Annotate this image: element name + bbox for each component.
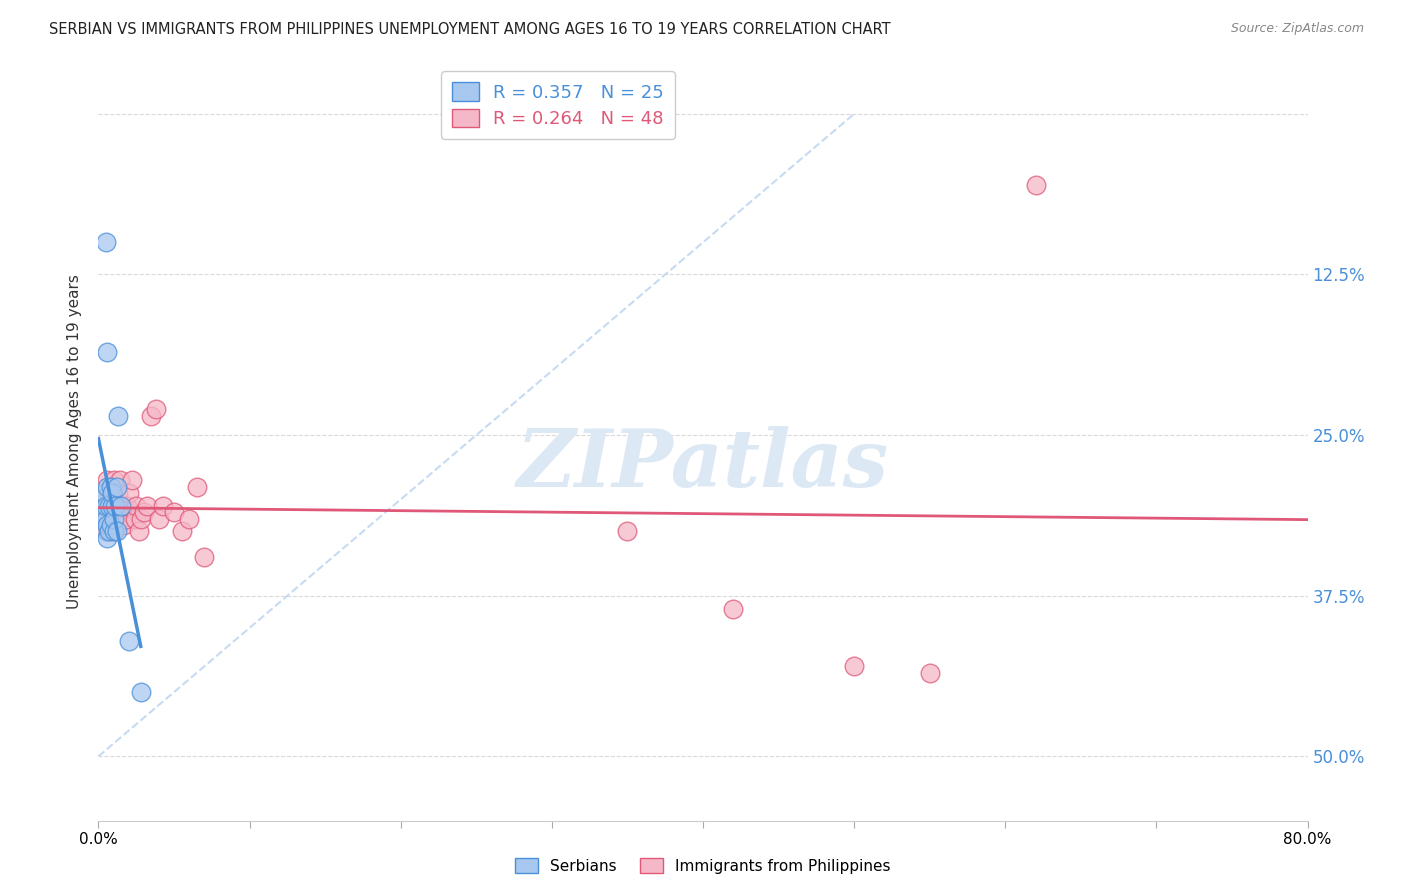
Text: ZIPatlas: ZIPatlas bbox=[517, 425, 889, 503]
Point bbox=[104, 492, 127, 507]
Point bbox=[723, 601, 745, 615]
Point bbox=[186, 479, 208, 493]
Point bbox=[105, 518, 128, 533]
Point bbox=[125, 499, 148, 513]
Point bbox=[98, 499, 121, 513]
Point bbox=[100, 518, 122, 533]
Point bbox=[93, 486, 115, 500]
Point bbox=[112, 518, 135, 533]
Point bbox=[96, 518, 118, 533]
Point bbox=[111, 499, 134, 513]
Point bbox=[103, 524, 125, 539]
Point bbox=[141, 409, 163, 423]
Point bbox=[132, 505, 155, 519]
Point bbox=[104, 511, 127, 525]
Point bbox=[114, 511, 136, 525]
Text: SERBIAN VS IMMIGRANTS FROM PHILIPPINES UNEMPLOYMENT AMONG AGES 16 TO 19 YEARS CO: SERBIAN VS IMMIGRANTS FROM PHILIPPINES U… bbox=[49, 22, 891, 37]
Point bbox=[90, 505, 112, 519]
Point bbox=[105, 479, 128, 493]
Point bbox=[104, 499, 127, 513]
Point bbox=[94, 499, 117, 513]
Point bbox=[844, 659, 866, 673]
Point bbox=[96, 473, 118, 487]
Point bbox=[135, 499, 157, 513]
Point bbox=[105, 499, 128, 513]
Point bbox=[152, 499, 174, 513]
Point bbox=[145, 402, 167, 417]
Point bbox=[96, 344, 118, 359]
Point bbox=[90, 505, 112, 519]
Point bbox=[616, 524, 638, 539]
Point bbox=[101, 499, 124, 513]
Point bbox=[96, 479, 118, 493]
Point bbox=[110, 511, 132, 525]
Point bbox=[91, 499, 114, 513]
Point bbox=[91, 492, 114, 507]
Y-axis label: Unemployment Among Ages 16 to 19 years: Unemployment Among Ages 16 to 19 years bbox=[67, 274, 83, 609]
Point bbox=[94, 486, 117, 500]
Point bbox=[1024, 178, 1046, 192]
Point bbox=[94, 524, 117, 539]
Point bbox=[98, 511, 121, 525]
Point bbox=[115, 499, 138, 513]
Point bbox=[94, 235, 117, 250]
Text: Source: ZipAtlas.com: Source: ZipAtlas.com bbox=[1230, 22, 1364, 36]
Point bbox=[96, 531, 118, 545]
Point bbox=[129, 685, 152, 699]
Point bbox=[193, 550, 215, 565]
Point bbox=[105, 524, 128, 539]
Point bbox=[163, 505, 186, 519]
Point bbox=[101, 486, 124, 500]
Point bbox=[100, 479, 122, 493]
Point bbox=[96, 524, 118, 539]
Point bbox=[121, 473, 143, 487]
Point bbox=[94, 518, 117, 533]
Point bbox=[129, 511, 152, 525]
Point bbox=[103, 524, 125, 539]
Point bbox=[118, 486, 141, 500]
Point bbox=[124, 511, 146, 525]
Point bbox=[108, 473, 131, 487]
Point bbox=[101, 499, 124, 513]
Point bbox=[170, 524, 193, 539]
Point bbox=[918, 665, 941, 680]
Point bbox=[93, 505, 115, 519]
Point bbox=[100, 524, 122, 539]
Legend: R = 0.357   N = 25, R = 0.264   N = 48: R = 0.357 N = 25, R = 0.264 N = 48 bbox=[441, 71, 675, 139]
Point bbox=[107, 486, 129, 500]
Point bbox=[101, 518, 124, 533]
Point bbox=[103, 473, 125, 487]
Point bbox=[93, 511, 115, 525]
Point bbox=[128, 524, 150, 539]
Legend: Serbians, Immigrants from Philippines: Serbians, Immigrants from Philippines bbox=[509, 852, 897, 880]
Point bbox=[103, 511, 125, 525]
Point bbox=[107, 409, 129, 423]
Point bbox=[100, 479, 122, 493]
Point bbox=[110, 499, 132, 513]
Point bbox=[148, 511, 170, 525]
Point bbox=[98, 486, 121, 500]
Point bbox=[179, 511, 201, 525]
Point bbox=[118, 633, 141, 648]
Point bbox=[94, 511, 117, 525]
Point bbox=[98, 524, 121, 539]
